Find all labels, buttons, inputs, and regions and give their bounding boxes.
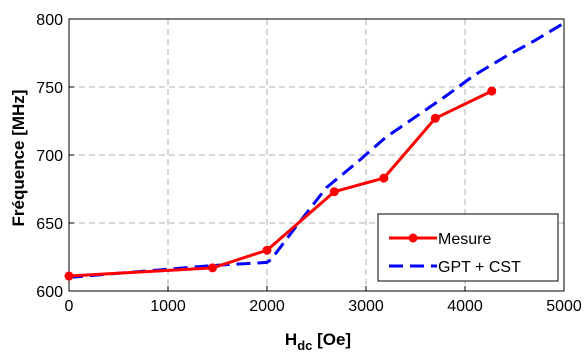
- x-tick-label: 3000: [348, 298, 384, 315]
- x-axis-label-main: H: [285, 330, 297, 349]
- legend: Mesure GPT + CST: [377, 213, 559, 282]
- x-axis-label-unit: [Oe]: [312, 330, 351, 349]
- x-tick-label: 5000: [546, 298, 582, 315]
- y-tick-label: 750: [36, 80, 63, 97]
- data-point-mesure: [329, 187, 339, 197]
- x-tick-label: 4000: [447, 298, 483, 315]
- data-point-mesure: [430, 113, 440, 123]
- data-point-mesure: [262, 245, 272, 255]
- y-tick-label: 700: [36, 148, 63, 165]
- data-point-mesure: [487, 86, 497, 96]
- legend-box: [377, 213, 559, 282]
- data-point-mesure: [379, 173, 389, 183]
- y-tick-label: 600: [36, 284, 63, 301]
- legend-label-gpt-cst: GPT + CST: [438, 259, 521, 276]
- y-tick-label: 800: [36, 12, 63, 29]
- axis-ticks: 0 1000 2000 3000 4000 5000 600 650 700 750 800: [36, 12, 582, 315]
- series-layer: [64, 21, 565, 281]
- y-axis-label: Fréquence [MHz]: [9, 90, 28, 227]
- x-tick-label: 2000: [249, 298, 285, 315]
- x-tick-label: 1000: [150, 298, 186, 315]
- x-axis-label: Hdc [Oe]: [285, 330, 351, 353]
- legend-label-mesure: Mesure: [438, 231, 491, 248]
- legend-marker-mesure: [408, 233, 418, 243]
- data-point-mesure: [64, 271, 74, 281]
- data-point-mesure: [208, 263, 218, 273]
- x-tick-label: 0: [65, 298, 74, 315]
- y-tick-label: 650: [36, 216, 63, 233]
- x-axis-label-sub: dc: [297, 338, 312, 353]
